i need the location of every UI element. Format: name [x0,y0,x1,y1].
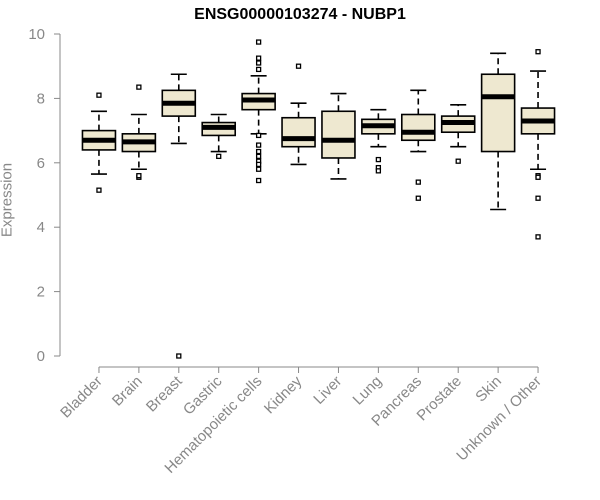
x-tick-label: Bladder [57,373,106,422]
outlier-point [255,161,262,168]
box-group [241,39,276,184]
y-tick-label: 2 [37,284,45,301]
x-tick-label: Lung [350,373,386,409]
box-group [520,49,556,240]
y-tick-label: 6 [37,155,45,172]
outlier-point [96,187,102,193]
outlier-point [96,92,102,98]
x-tick-label: Prostate [414,373,466,425]
box-group [161,73,197,359]
y-tick-label: 0 [37,348,45,365]
box-group [281,63,316,166]
outlier-point [255,55,262,61]
outlier-point [295,63,302,69]
outlier-point [255,142,262,148]
outlier-point [136,173,142,179]
box-group [440,104,476,164]
outlier-point [535,49,541,55]
x-tick-label: Breast [143,372,186,415]
outlier-point [255,148,262,155]
chart-title: ENSG00000103274 - NUBP1 [194,6,406,23]
box [400,113,436,142]
y-axis: 0 2 4 6 8 10 [28,26,61,365]
x-tick-label: Brain [109,373,146,410]
y-tick-label: 4 [37,219,45,236]
outlier-point [255,177,262,184]
outlier-point [535,234,541,240]
outlier-point [255,66,262,73]
outlier-point [176,353,182,359]
box-group [321,92,356,180]
box [480,73,516,153]
outlier-point [255,153,262,160]
y-tick-label: 10 [28,26,45,43]
x-tick-label: Liver [310,373,345,408]
outlier-point [375,168,382,174]
box-group [121,84,157,180]
box-group [480,52,516,211]
boxes [81,39,556,359]
outlier-point [255,60,262,66]
outlier-point [255,132,262,139]
box-group [201,113,237,160]
box [321,110,356,159]
box-group [361,108,396,174]
outlier-point [415,179,421,185]
outlier-point [375,156,382,163]
outlier-point [255,166,262,172]
box [281,116,316,148]
outlier-point [535,174,541,180]
box-group [400,89,436,201]
x-tick-label: Skin [472,373,505,406]
x-tick-label: Kidney [261,372,306,417]
y-tick-label: 8 [37,90,45,107]
outlier-point [216,153,222,160]
outlier-point [255,39,262,45]
outlier-point [415,195,421,201]
outlier-point [535,195,541,201]
box-group [81,92,117,193]
outlier-point [136,84,142,90]
outlier-point [455,158,461,164]
